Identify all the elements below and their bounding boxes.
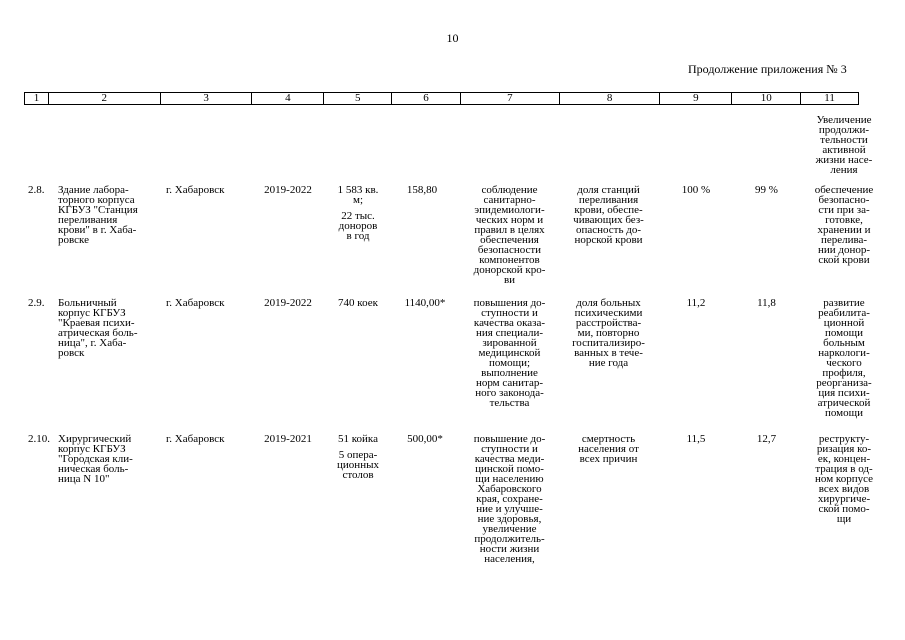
object-name: Больничный корпус КГБУЗ "Краевая психи- … bbox=[58, 297, 138, 359]
goal: повышения до- ступности и качества оказа… bbox=[473, 297, 546, 409]
period: 2019-2021 bbox=[264, 433, 312, 445]
result-note: Увеличение продолжи- тельности активной … bbox=[815, 114, 873, 176]
page-number: 10 bbox=[446, 31, 459, 45]
capacity: 1 583 кв. м; 22 тыс. доноров в год bbox=[337, 184, 379, 242]
continuation-label: Продолжение приложения № 3 bbox=[688, 62, 847, 76]
target-value: 11,8 bbox=[757, 297, 776, 309]
table: 1 2 3 4 5 6 7 8 9 10 11 bbox=[24, 92, 859, 105]
header-col-11: 11 bbox=[824, 92, 835, 104]
expected-result: обеспечение безопасно- сти при за- готов… bbox=[814, 184, 874, 266]
row-number: 2.10. bbox=[28, 433, 50, 445]
cost: 500,00* bbox=[407, 433, 443, 445]
base-value: 100 % bbox=[681, 184, 711, 196]
goal: повышение до- ступности и качества меди-… bbox=[473, 433, 546, 565]
header-col-10: 10 bbox=[732, 93, 802, 104]
header-col-1: 1 bbox=[25, 93, 49, 104]
indicator: смертность населения от всех причин bbox=[578, 433, 639, 465]
period: 2019-2022 bbox=[264, 297, 312, 309]
header-col-9: 9 bbox=[660, 93, 733, 104]
capacity: 51 койка 5 опера- ционных столов bbox=[337, 433, 379, 481]
header-col-5: 5 bbox=[324, 93, 393, 104]
period: 2019-2022 bbox=[264, 184, 312, 196]
expected-result: развитие реабилита- ционной помощи больн… bbox=[816, 297, 872, 419]
header-row: 1 2 3 4 5 6 7 8 9 10 11 bbox=[24, 92, 859, 105]
target-value: 99 % bbox=[755, 184, 778, 196]
row-number: 2.9. bbox=[28, 297, 45, 309]
expected-result: реструкту- ризация ко- ек, концен- траци… bbox=[815, 433, 873, 525]
header-col-4: 4 bbox=[252, 93, 325, 104]
row-number: 2.8. bbox=[28, 184, 45, 196]
base-value: 11,2 bbox=[686, 297, 706, 309]
capacity: 740 коек bbox=[338, 297, 378, 309]
goal: соблюдение санитарно- эпидемиологи- ческ… bbox=[473, 184, 546, 286]
object-name: Хирургический корпус КГБУЗ "Городская кл… bbox=[58, 433, 133, 485]
header-col-2: 2 bbox=[49, 93, 161, 104]
city: г. Хабаровск bbox=[166, 184, 225, 196]
target-value: 12,7 bbox=[756, 433, 777, 445]
header-col-8: 8 bbox=[560, 93, 661, 104]
indicator: доля больных психическими расстройства- … bbox=[572, 297, 645, 369]
city: г. Хабаровск bbox=[166, 297, 225, 309]
header-col-6: 6 bbox=[392, 93, 461, 104]
header-col-7: 7 bbox=[461, 93, 560, 104]
cost: 1140,00* bbox=[404, 297, 446, 309]
city: г. Хабаровск bbox=[166, 433, 225, 445]
cost: 158,80 bbox=[406, 184, 438, 196]
base-value: 11,5 bbox=[686, 433, 706, 445]
header-col-3: 3 bbox=[161, 93, 253, 104]
indicator: доля станций переливания крови, обеспе- … bbox=[573, 184, 644, 246]
object-name: Здание лабора- торного корпуса КГБУЗ "Ст… bbox=[58, 184, 138, 246]
